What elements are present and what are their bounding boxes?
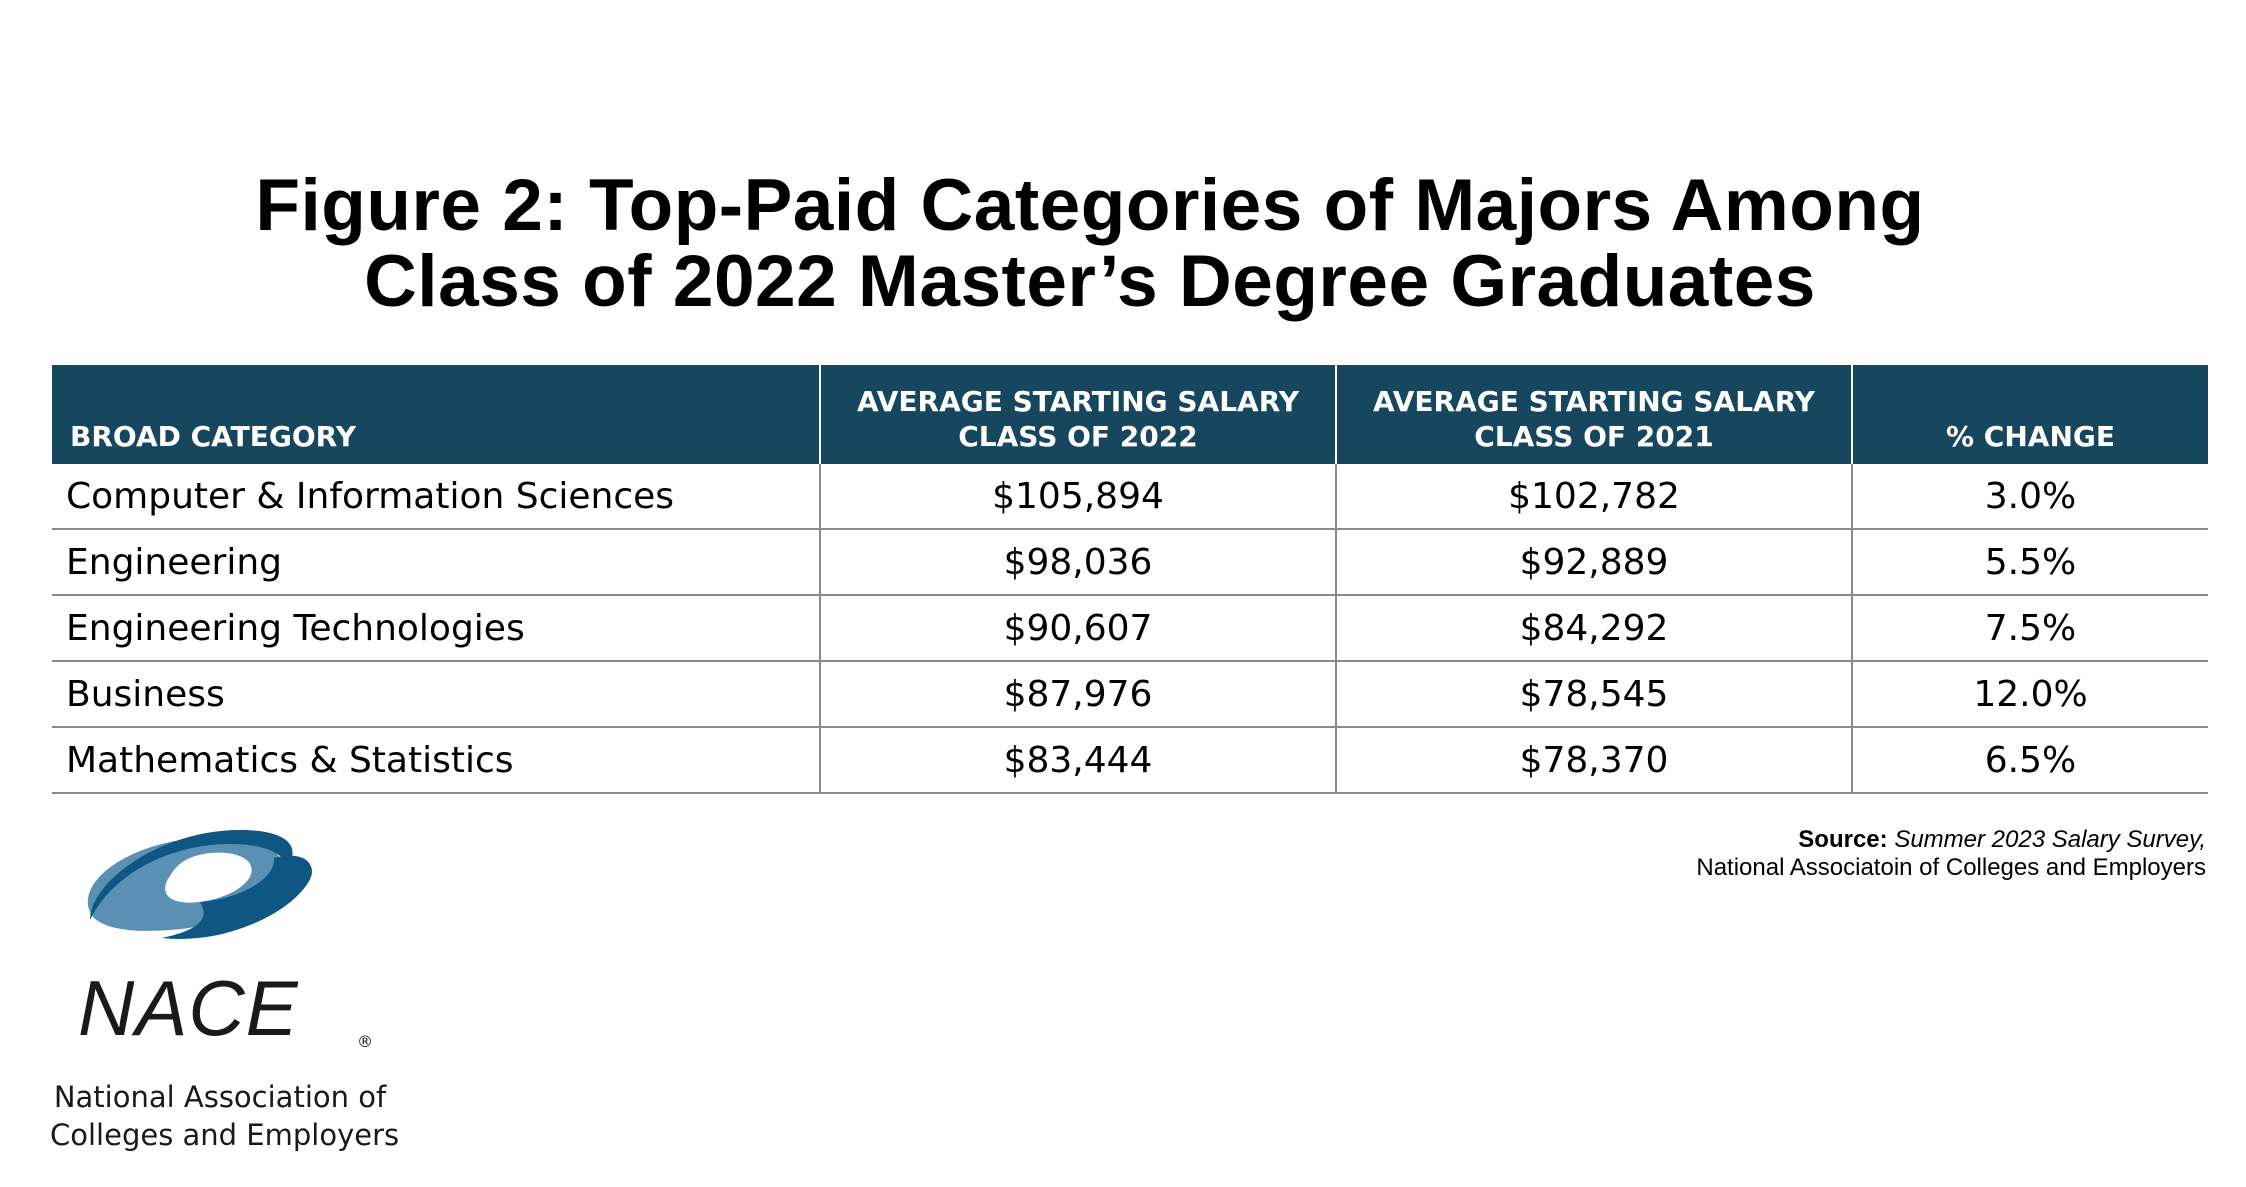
header-salary-2022-line-1: AVERAGE STARTING SALARY xyxy=(821,384,1335,419)
header-broad-category-label: BROAD CATEGORY xyxy=(70,419,819,454)
table-row: Business $87,976 $78,545 12.0% xyxy=(52,661,2208,727)
cell-percent-change: 6.5% xyxy=(1852,727,2208,793)
source-label: Source: xyxy=(1798,826,1887,853)
cell-salary-2022: $87,976 xyxy=(820,661,1336,727)
cell-salary-2021: $92,889 xyxy=(1336,529,1852,595)
table-header-row: BROAD CATEGORY AVERAGE STARTING SALARY C… xyxy=(52,365,2208,464)
cell-percent-change: 12.0% xyxy=(1852,661,2208,727)
cell-percent-change: 3.0% xyxy=(1852,464,2208,529)
cell-salary-2022: $98,036 xyxy=(820,529,1336,595)
source-line-1: Source: Summer 2023 Salary Survey, xyxy=(1696,826,2206,854)
cell-salary-2021: $102,782 xyxy=(1336,464,1852,529)
title-line-2: Class of 2022 Master’s Degree Graduates xyxy=(0,244,2180,320)
header-salary-2021-line-2: CLASS OF 2021 xyxy=(1337,419,1851,454)
source-note: Source: Summer 2023 Salary Survey, Natio… xyxy=(1696,826,2206,882)
cell-salary-2021: $78,545 xyxy=(1336,661,1852,727)
header-salary-2021-line-1: AVERAGE STARTING SALARY xyxy=(1337,384,1851,419)
logo-org-line-1: National Association of xyxy=(50,1078,390,1116)
nace-logo xyxy=(50,822,390,962)
cell-category: Mathematics & Statistics xyxy=(52,727,820,793)
salary-table: BROAD CATEGORY AVERAGE STARTING SALARY C… xyxy=(52,365,2208,794)
header-salary-2022: AVERAGE STARTING SALARY CLASS OF 2022 xyxy=(820,365,1336,464)
cell-salary-2022: $83,444 xyxy=(820,727,1336,793)
title-line-1: Figure 2: Top-Paid Categories of Majors … xyxy=(0,168,2180,244)
figure-title: Figure 2: Top-Paid Categories of Majors … xyxy=(0,168,2180,320)
cell-salary-2021: $84,292 xyxy=(1336,595,1852,661)
cell-salary-2022: $90,607 xyxy=(820,595,1336,661)
cell-salary-2022: $105,894 xyxy=(820,464,1336,529)
cell-category: Engineering Technologies xyxy=(52,595,820,661)
header-broad-category: BROAD CATEGORY xyxy=(52,365,820,464)
header-salary-2021: AVERAGE STARTING SALARY CLASS OF 2021 xyxy=(1336,365,1852,464)
cell-salary-2021: $78,370 xyxy=(1336,727,1852,793)
logo-org-line-2: Colleges and Employers xyxy=(50,1116,390,1154)
table-row: Engineering Technologies $90,607 $84,292… xyxy=(52,595,2208,661)
cell-percent-change: 7.5% xyxy=(1852,595,2208,661)
source-title: Summer 2023 Salary Survey, xyxy=(1894,826,2206,853)
header-percent-change: % CHANGE xyxy=(1852,365,2208,464)
table-row: Computer & Information Sciences $105,894… xyxy=(52,464,2208,529)
header-salary-2022-line-2: CLASS OF 2022 xyxy=(821,419,1335,454)
logo-organization-name: National Association of Colleges and Emp… xyxy=(50,1078,390,1154)
cell-category: Engineering xyxy=(52,529,820,595)
logo-wordmark: NACE xyxy=(78,968,299,1048)
cell-percent-change: 5.5% xyxy=(1852,529,2208,595)
header-percent-change-label: % CHANGE xyxy=(1853,419,2208,454)
nace-swoosh-icon xyxy=(50,822,390,962)
registered-mark: ® xyxy=(357,1032,373,1051)
source-publisher: National Associatoin of Colleges and Emp… xyxy=(1696,854,2206,882)
table-row: Engineering $98,036 $92,889 5.5% xyxy=(52,529,2208,595)
cell-category: Business xyxy=(52,661,820,727)
table-row: Mathematics & Statistics $83,444 $78,370… xyxy=(52,727,2208,793)
cell-category: Computer & Information Sciences xyxy=(52,464,820,529)
